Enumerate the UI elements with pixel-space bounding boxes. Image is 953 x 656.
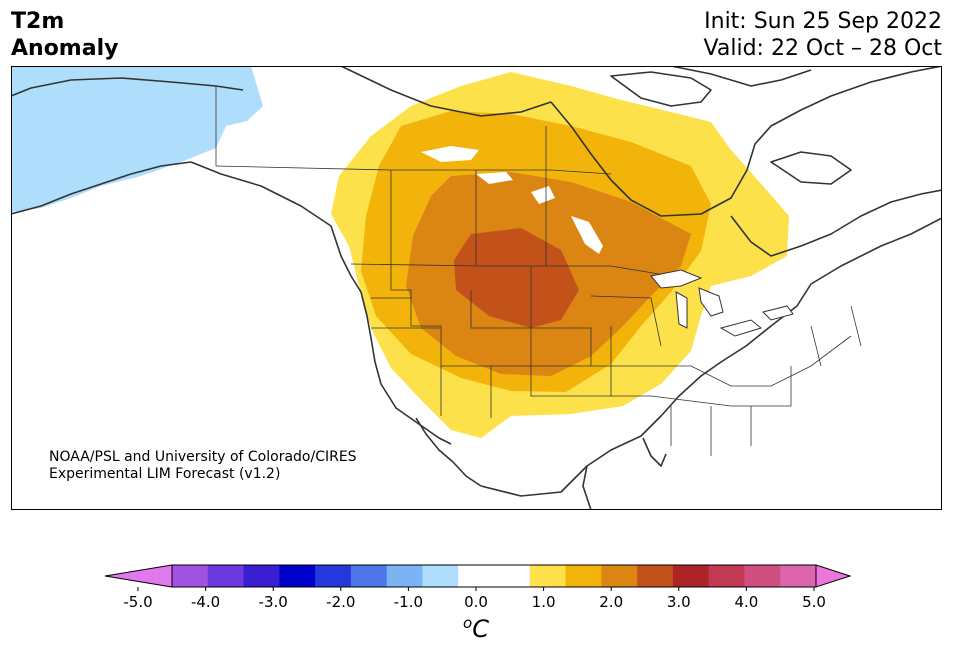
unit-degree: o [463,614,473,632]
neutral-patch-3 [531,186,555,204]
init-date: Init: Sun 25 Sep 2022 [704,9,942,34]
colorbar-tick-label: 4.0 [734,593,758,611]
neutral-patch-1 [421,146,479,162]
anomaly-map [11,66,942,510]
colorbar-extend-low [104,564,173,588]
colorbar-tick-label: -4.0 [191,593,220,611]
great-lakes [650,269,794,337]
colorbar-segment [637,565,674,587]
colorbar-segment [458,565,495,587]
colorbar-segment [780,565,817,587]
warm-anomaly-level-4 [454,228,579,328]
title-line-2: Anomaly [11,36,119,61]
cold-anomaly-alaska [11,66,263,212]
colorbar-segment [529,565,567,587]
colorbar-unit: oC [460,614,492,643]
title-line-1: T2m [11,9,65,34]
colorbar-tick-label: -3.0 [259,593,288,611]
colorbar-segment [422,565,459,587]
colorbar-segment [601,565,638,587]
valid-period: Valid: 22 Oct – 28 Oct [703,36,942,61]
unit-letter: C [472,615,489,643]
colorbar-tick-label: 2.0 [599,593,623,611]
colorbar-segments [104,564,852,588]
colorbar-segment [207,565,245,587]
colorbar-extend-high [815,564,852,588]
colorbar-tick-label: 0.0 [464,593,488,611]
colorbar-segment [744,565,781,587]
credit-line-1: NOAA/PSL and University of Colorado/CIRE… [49,449,357,465]
political-boundaries [215,86,862,456]
coastlines [11,66,942,510]
colorbar-tick-label: -1.0 [394,593,423,611]
colorbar-segment [494,565,531,587]
colorbar-tick-label: -2.0 [326,593,355,611]
forecast-dates: Init: Sun 25 Sep 2022 Valid: 22 Oct – 28… [704,8,942,62]
colorbar: -5.0 -4.0 -3.0 -2.0 -1.0 0.0 1.0 2.0 3.0 4.0 5.0 [104,564,852,611]
neutral-patch-4 [571,216,603,254]
neutral-patch-2 [476,172,513,184]
colorbar-tick-label: 5.0 [802,593,826,611]
map-frame [11,66,942,510]
colorbar-segment [708,565,745,587]
credit-text: NOAA/PSL and University of Colorado/CIRE… [49,449,357,483]
colorbar-frame [171,564,817,588]
colorbar-segment [243,565,280,587]
colorbar-segment [172,565,209,587]
colorbar-segment [350,565,388,587]
colorbar-segment [565,565,602,587]
colorbar-ticks: -5.0 -4.0 -3.0 -2.0 -1.0 0.0 1.0 2.0 3.0 4.0 5.0 [123,587,826,611]
credit-line-2: Experimental LIM Forecast (v1.2) [49,466,281,482]
colorbar-segment [386,565,423,587]
colorbar-tick-label: -5.0 [123,593,152,611]
map-title: T2m Anomaly [11,8,118,62]
colorbar-segment [315,565,352,587]
colorbar-segment [279,565,316,587]
colorbar-tick-label: 1.0 [532,593,556,611]
colorbar-tick-label: 3.0 [667,593,691,611]
colorbar-segment [672,565,710,587]
